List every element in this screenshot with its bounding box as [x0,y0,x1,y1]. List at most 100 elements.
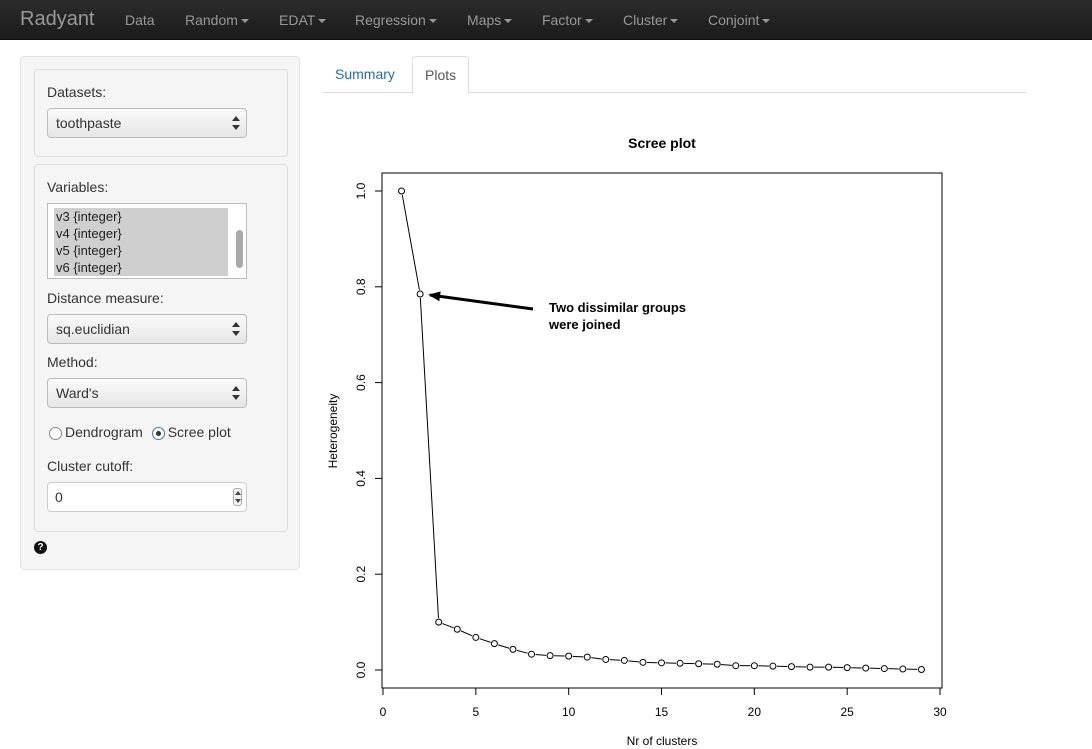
annotation-text: were joined [548,317,621,332]
data-point [435,618,443,626]
y-axis-label: Heterogeneity [326,394,340,469]
scrollbar-thumb[interactable] [236,230,243,268]
nav-menu-label: Random [185,12,238,28]
data-point [732,662,740,670]
series-line-segment [460,630,473,637]
radio-dendrogram[interactable]: Dendrogram [49,424,143,440]
series-line-segment [401,194,420,291]
question-circle-icon[interactable]: ? [34,541,47,554]
nav-menu-conjoint[interactable]: Conjoint [708,12,771,28]
tab-summary[interactable]: Summary [335,66,395,82]
y-tick-label: 1.0 [354,182,368,199]
data-point [528,650,536,658]
nav-menu-maps[interactable]: Maps [467,12,513,28]
cluster-cutoff-input[interactable]: 0 [47,482,247,512]
radio-label[interactable]: Dendrogram [65,424,143,440]
brand-logo[interactable]: Radyant [20,8,95,30]
data-point [787,663,795,671]
data-point [565,652,573,660]
variables-label: Variables: [47,179,109,195]
nav-menu-cluster[interactable]: Cluster [623,12,679,28]
nav-menu-random[interactable]: Random [185,12,249,28]
y-axis: 0.0 0.2 0.4 0.6 0.8 1.0 [354,182,383,678]
radio-checked-icon[interactable] [151,427,165,440]
distance-select[interactable]: sq.euclidian [47,314,247,344]
select-arrows-icon [232,386,240,400]
number-spinner-icon[interactable] [233,488,242,506]
y-tick-label: 0.8 [354,278,368,295]
data-point [917,666,925,674]
plot-frame [381,172,943,689]
data-point [676,659,684,667]
datasets-select[interactable]: toothpaste [47,108,247,138]
x-tick-label: 10 [562,705,576,719]
variable-option[interactable]: v3 {integer} [54,208,228,225]
nav-menu-factor[interactable]: Factor [542,12,593,28]
x-axis: 0 5 10 15 20 25 30 [380,687,947,719]
nav-menu-label: Conjoint [708,12,760,28]
cutoff-value: 0 [55,489,63,505]
nav-menu-data[interactable]: Data [125,12,155,28]
variables-multiselect[interactable]: v3 {integer} v4 {integer} v5 {integer} v… [47,203,247,279]
variable-option[interactable]: v5 {integer} [54,242,228,259]
radio-unchecked-icon[interactable] [49,427,62,440]
top-navbar: Radyant Data Random EDAT Regression Maps… [0,0,1092,40]
annotation-text: Two dissimilar groups [549,300,686,315]
variable-option[interactable]: v6 {integer} [54,259,228,276]
series-line-segment [498,644,510,649]
nav-menu-label: EDAT [279,12,316,28]
x-axis-label: Nr of clusters [627,734,698,748]
caret-down-icon [428,19,437,24]
data-point [620,656,628,664]
nav-menu-label: Cluster [623,12,668,28]
data-point [713,660,721,668]
radio-label[interactable]: Scree plot [167,424,231,440]
data-point [899,665,907,673]
series-line-segment [419,297,439,619]
data-point [639,658,647,666]
nav-menu-regression[interactable]: Regression [355,12,437,28]
data-point [472,633,480,641]
annotation: Two dissimilar groups were joined [428,291,686,332]
data-point [416,290,424,298]
variable-option[interactable]: v4 {integer} [54,225,228,242]
data-point [825,663,833,671]
cutoff-label: Cluster cutoff: [47,458,134,474]
select-arrows-icon [232,116,240,130]
options-well: Variables: v3 {integer} v4 {integer} v5 … [34,164,288,532]
data-point [750,662,758,670]
scree-plot-chart: Scree plot 0 5 10 15 20 25 30 0.0 0.2 0.4 0.6 0.8 1… [326,135,947,748]
radio-scree-plot[interactable]: Scree plot [151,424,231,440]
data-point [843,664,851,672]
sidebar-panel: Datasets: toothpaste Variables: v3 {inte… [20,56,300,570]
caret-down-icon [584,19,593,24]
x-tick-label: 20 [748,705,762,719]
series-line-segment [591,657,602,660]
series-line-segment [535,654,547,656]
nav-menu-edat[interactable]: EDAT [279,12,327,28]
method-label: Method: [47,354,98,370]
datasets-select-value: toothpaste [56,115,122,131]
data-point [658,659,665,667]
y-tick-label: 0.0 [354,661,368,678]
annotation-arrow [428,291,534,311]
dataset-well: Datasets: toothpaste [34,69,288,157]
caret-down-icon [504,19,513,24]
data-point [769,662,777,670]
x-tick-label: 0 [380,705,387,719]
caret-down-icon [762,19,771,24]
method-select[interactable]: Ward's [47,378,247,408]
datasets-label: Datasets: [47,84,107,100]
distance-select-value: sq.euclidian [56,321,130,337]
tab-plots[interactable]: Plots [412,56,470,94]
series-line-segment [721,664,732,666]
caret-down-icon [240,19,249,24]
chart-title: Scree plot [628,135,696,151]
output-tabs: Summary Plots [323,56,1026,94]
variables-scrollbar[interactable] [236,208,243,274]
series-scree [398,187,925,674]
x-tick-label: 15 [655,705,669,719]
y-tick-label: 0.6 [354,374,368,391]
data-point [490,640,498,648]
data-point [509,645,517,653]
